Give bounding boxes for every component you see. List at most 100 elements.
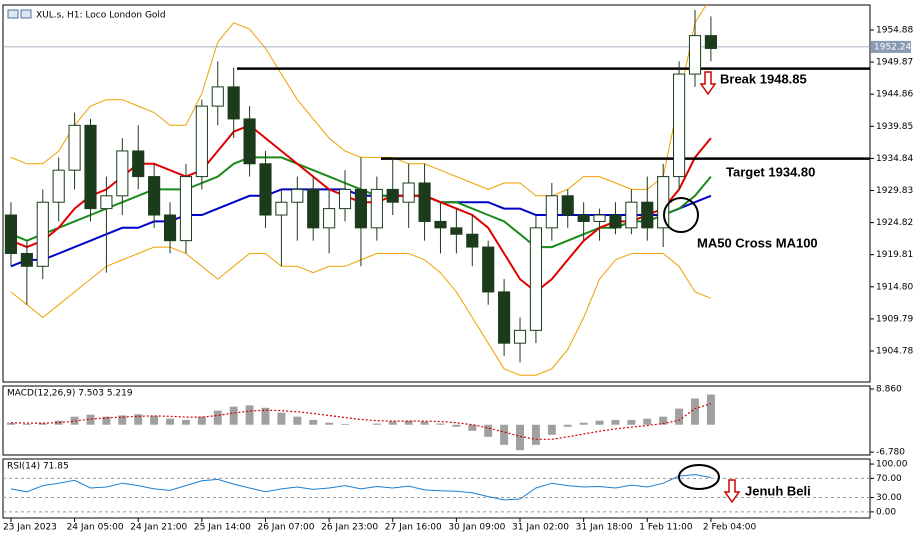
- histogram-bar: [595, 420, 604, 425]
- histogram-bar: [70, 416, 79, 425]
- candle-body: [163, 214, 177, 242]
- rsi-ellipse: [678, 464, 720, 490]
- candle-body: [338, 188, 352, 210]
- candle-body: [641, 201, 654, 229]
- y-tick-label: 1949.87: [876, 58, 913, 68]
- candle-body: [243, 118, 256, 165]
- candle-body: [386, 188, 399, 203]
- candle-body: [211, 86, 224, 107]
- histogram-bar: [38, 423, 47, 425]
- x-tick-label: 24 Jan 21:00: [130, 523, 187, 533]
- candle-body: [577, 214, 590, 222]
- histogram-bar: [579, 422, 588, 425]
- histogram-bar: [181, 419, 190, 425]
- histogram-bar: [659, 416, 668, 425]
- candle-body: [418, 182, 431, 222]
- candle-body: [673, 73, 686, 178]
- histogram-bar: [22, 423, 31, 425]
- annotation: MA50 Cross MA100: [697, 235, 818, 250]
- candle-body: [179, 176, 193, 242]
- candle-body: [52, 169, 65, 203]
- histogram-bar: [484, 424, 493, 437]
- level-label: Target 1934.80: [726, 164, 815, 179]
- histogram-bar: [706, 394, 715, 425]
- price-tag-label: 1952.24: [874, 42, 911, 52]
- y-tick-label: 70.00: [876, 474, 902, 484]
- histogram-bar: [547, 424, 556, 435]
- histogram-bar: [627, 419, 636, 425]
- histogram-bar: [325, 422, 334, 425]
- histogram-bar: [420, 421, 429, 425]
- histogram-bar: [531, 424, 540, 445]
- candle-body: [688, 35, 702, 75]
- y-tick-label: -6.780: [876, 448, 905, 458]
- candle-body: [370, 188, 383, 229]
- candle-body: [323, 208, 336, 229]
- chart-title: XUL.s, H1: Loco London Gold: [36, 11, 166, 21]
- y-tick-label: 1939.85: [876, 122, 913, 132]
- candle-body: [227, 86, 240, 120]
- histogram-bar: [293, 416, 302, 425]
- histogram-bar: [563, 424, 572, 427]
- candle-body: [195, 105, 208, 178]
- x-tick-label: 25 Jan 14:00: [194, 523, 251, 533]
- candle-body: [20, 252, 33, 267]
- cross-circle: [663, 197, 699, 233]
- histogram-bar: [197, 416, 206, 425]
- candle-body: [609, 214, 622, 229]
- histogram-bar: [150, 415, 159, 425]
- histogram-bar: [277, 412, 286, 425]
- histogram-bar: [675, 408, 684, 425]
- histogram-bar: [388, 421, 397, 425]
- icon: [20, 9, 32, 19]
- histogram-bar: [166, 418, 175, 425]
- price-tag: [871, 40, 911, 53]
- candle-body: [259, 163, 272, 216]
- histogram-bar: [229, 406, 238, 425]
- y-tick-label: 1934.84: [876, 154, 913, 164]
- y-tick-label: 1929.83: [876, 186, 913, 196]
- histogram-bar: [213, 410, 222, 425]
- candle-body: [625, 201, 638, 229]
- icon: [7, 9, 19, 19]
- histogram-bar: [468, 424, 477, 431]
- candle-body: [307, 188, 320, 229]
- histogram-bar: [102, 416, 111, 425]
- x-tick-label: 24 Jan 05:00: [67, 523, 124, 533]
- histogram-bar: [6, 422, 15, 425]
- y-tick-label: 1954.88: [876, 25, 913, 35]
- histogram-bar: [245, 405, 254, 425]
- candle-body: [116, 150, 129, 197]
- macd-panel: [2, 385, 871, 456]
- candle-body: [657, 176, 670, 229]
- candle-body: [132, 150, 145, 178]
- candle-body: [36, 201, 49, 267]
- candle-body: [466, 233, 479, 248]
- histogram-bar: [516, 424, 524, 451]
- histogram-bar: [54, 420, 63, 425]
- candle-body: [545, 195, 558, 229]
- candle-body: [704, 35, 717, 49]
- y-tick-label: 8.860: [876, 384, 902, 394]
- main-panel: [2, 4, 871, 383]
- candle-body: [275, 201, 288, 216]
- histogram-bar: [500, 424, 509, 445]
- candle-body: [593, 214, 606, 222]
- y-tick-label: 1944.86: [876, 90, 913, 100]
- y-tick-label: 0.00: [876, 507, 896, 517]
- x-tick-label: 2 Feb 04:00: [703, 523, 757, 533]
- candle-body: [291, 188, 304, 203]
- candle-body: [498, 291, 511, 344]
- candle-body: [434, 220, 447, 229]
- annotation: Jenuh Beli: [745, 483, 811, 498]
- histogram-bar: [452, 424, 461, 427]
- y-tick-label: 30.00: [876, 493, 902, 503]
- y-tick-label: 1919.81: [876, 250, 913, 260]
- x-tick-label: 23 Jan 2023: [3, 523, 57, 533]
- histogram-bar: [372, 423, 381, 425]
- histogram-bar: [86, 414, 95, 425]
- histogram-bar: [404, 420, 413, 425]
